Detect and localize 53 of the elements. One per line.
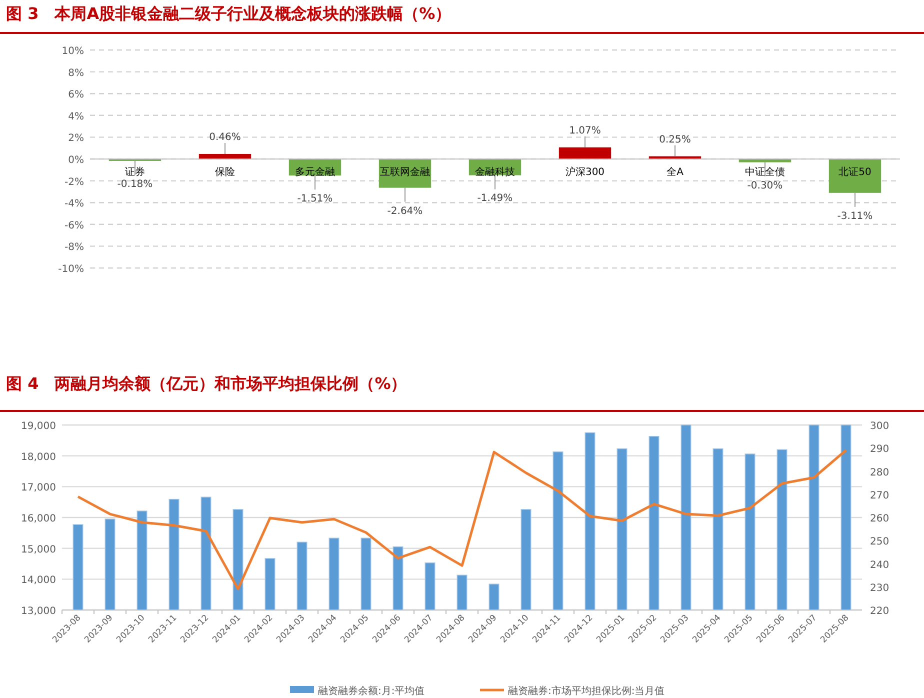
line-series xyxy=(76,448,848,590)
data-label: -2.64% xyxy=(387,206,423,217)
y-tick-label: 8% xyxy=(68,68,84,79)
y2-tick-label: 280 xyxy=(870,467,890,478)
x-tick-label: 全A xyxy=(666,166,684,178)
y2-tick-label: 270 xyxy=(870,490,890,502)
x-tick-label: 证券 xyxy=(125,166,145,178)
y-tick-label: 16,000 xyxy=(21,514,56,524)
chart-title: 图 4 两融月均余额（亿元）和市场平均担保比例（%） xyxy=(6,374,407,395)
x-tick-label: 北证50 xyxy=(838,166,872,178)
data-label: -1.51% xyxy=(297,193,333,204)
data-label: 0.46% xyxy=(209,132,241,143)
y-tick-label: 0% xyxy=(68,155,84,166)
x-tick-label: 保险 xyxy=(215,166,235,178)
y2-tick-label: 220 xyxy=(870,606,890,617)
y2-tick-label: 230 xyxy=(870,582,890,594)
y-tick-label: -10% xyxy=(58,264,84,275)
x-tick-label: 多元金融 xyxy=(295,166,335,178)
y2-tick-label: 240 xyxy=(870,560,890,571)
bar xyxy=(828,159,882,193)
y-tick-label: -6% xyxy=(64,220,84,232)
y-tick-label: 14,000 xyxy=(21,575,56,586)
y-tick-label: 10% xyxy=(62,46,84,57)
y2-tick-label: 300 xyxy=(870,421,890,432)
y2-tick-label: 290 xyxy=(870,444,890,456)
chart-title: 图 3 本周A股非银金融二级子行业及概念板块的涨跌幅（%） xyxy=(6,4,452,25)
legend-label: 融资融券:市场平均担保比例:当月值 xyxy=(508,685,665,697)
y-tick-label: -4% xyxy=(64,198,84,210)
y-tick-label: 18,000 xyxy=(21,452,56,463)
y-tick-label: -2% xyxy=(64,176,84,188)
data-label: 0.25% xyxy=(659,134,691,146)
y-tick-label: -8% xyxy=(64,242,84,254)
y-tick-label: 17,000 xyxy=(21,482,56,494)
x-tick-label: 金融科技 xyxy=(475,166,515,178)
y-tick-label: 4% xyxy=(68,111,84,122)
bar xyxy=(738,159,792,162)
y-tick-label: 19,000 xyxy=(21,421,56,432)
data-label: -1.49% xyxy=(477,193,513,204)
x-tick-label: 中证全债 xyxy=(745,166,785,178)
data-label: -0.30% xyxy=(747,180,783,192)
y-tick-label: 15,000 xyxy=(21,544,56,556)
y2-tick-label: 260 xyxy=(870,514,890,524)
y-tick-label: 6% xyxy=(68,90,84,101)
y-tick-label: 2% xyxy=(68,133,84,144)
data-label: -0.18% xyxy=(117,178,153,190)
data-label: 1.07% xyxy=(569,125,601,136)
y-tick-label: 13,000 xyxy=(21,606,56,617)
x-tick-label: 互联网金融 xyxy=(380,166,430,178)
bar xyxy=(558,147,612,159)
y2-tick-label: 250 xyxy=(870,536,890,548)
x-tick-label: 沪深300 xyxy=(565,166,605,178)
data-label: -3.11% xyxy=(837,210,873,222)
legend-label: 融资融券余额:月:平均值 xyxy=(318,685,425,697)
